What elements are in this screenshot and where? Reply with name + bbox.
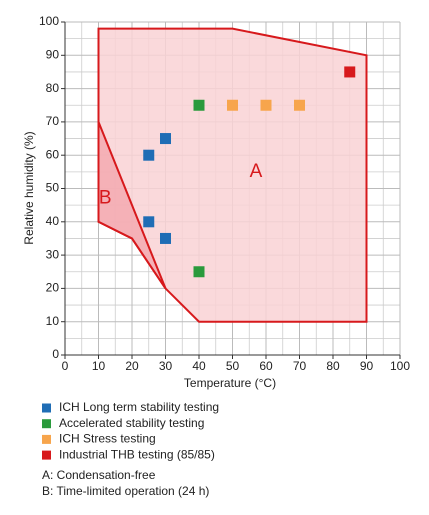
legend-swatch bbox=[42, 419, 51, 429]
y-tick-label: 10 bbox=[46, 314, 60, 328]
legend-label: Industrial THB testing (85/85) bbox=[59, 447, 215, 461]
y-tick-label: 30 bbox=[46, 247, 60, 261]
y-tick-label: 50 bbox=[46, 181, 60, 195]
point bbox=[193, 266, 205, 278]
region bbox=[97, 121, 167, 289]
point bbox=[260, 99, 272, 111]
legend-label: ICH Stress testing bbox=[59, 432, 156, 446]
point bbox=[143, 216, 155, 228]
y-axis-label: Relative humidity (%) bbox=[22, 131, 36, 244]
point bbox=[193, 99, 205, 111]
point bbox=[143, 149, 155, 161]
y-tick-label: 20 bbox=[46, 281, 60, 295]
note: B: Time-limited operation (24 h) bbox=[42, 484, 209, 498]
legend-swatch bbox=[42, 403, 51, 413]
x-tick-label: 50 bbox=[226, 359, 240, 373]
x-tick-label: 100 bbox=[390, 359, 410, 373]
x-tick-label: 60 bbox=[259, 359, 273, 373]
region-label: A bbox=[250, 161, 263, 182]
point bbox=[160, 232, 171, 244]
x-tick-label: 70 bbox=[293, 359, 307, 373]
y-tick-label: 90 bbox=[46, 47, 60, 61]
x-axis-label: Temperature (°C) bbox=[184, 376, 276, 390]
point bbox=[344, 66, 356, 78]
legend-swatch bbox=[42, 434, 51, 444]
note: A: Condensation-free bbox=[42, 468, 156, 482]
x-tick-label: 0 bbox=[62, 359, 69, 373]
y-tick-label: 100 bbox=[39, 14, 59, 28]
x-tick-label: 10 bbox=[92, 359, 106, 373]
y-tick-label: 80 bbox=[46, 81, 60, 95]
x-tick-label: 20 bbox=[125, 359, 139, 373]
x-tick-label: 80 bbox=[326, 359, 340, 373]
x-tick-label: 90 bbox=[360, 359, 374, 373]
y-tick-label: 0 bbox=[52, 347, 59, 361]
region bbox=[97, 27, 368, 323]
legend-label: ICH Long term stability testing bbox=[59, 400, 219, 414]
point bbox=[160, 133, 171, 145]
legend-label: Accelerated stability testing bbox=[59, 416, 204, 430]
y-tick-label: 40 bbox=[46, 214, 60, 228]
region-label: B bbox=[99, 188, 112, 209]
point bbox=[227, 99, 238, 111]
legend-swatch bbox=[42, 450, 51, 460]
y-tick-label: 70 bbox=[46, 114, 60, 128]
x-tick-label: 40 bbox=[192, 359, 206, 373]
y-tick-label: 60 bbox=[46, 147, 60, 161]
x-tick-label: 30 bbox=[159, 359, 173, 373]
point bbox=[294, 99, 305, 111]
